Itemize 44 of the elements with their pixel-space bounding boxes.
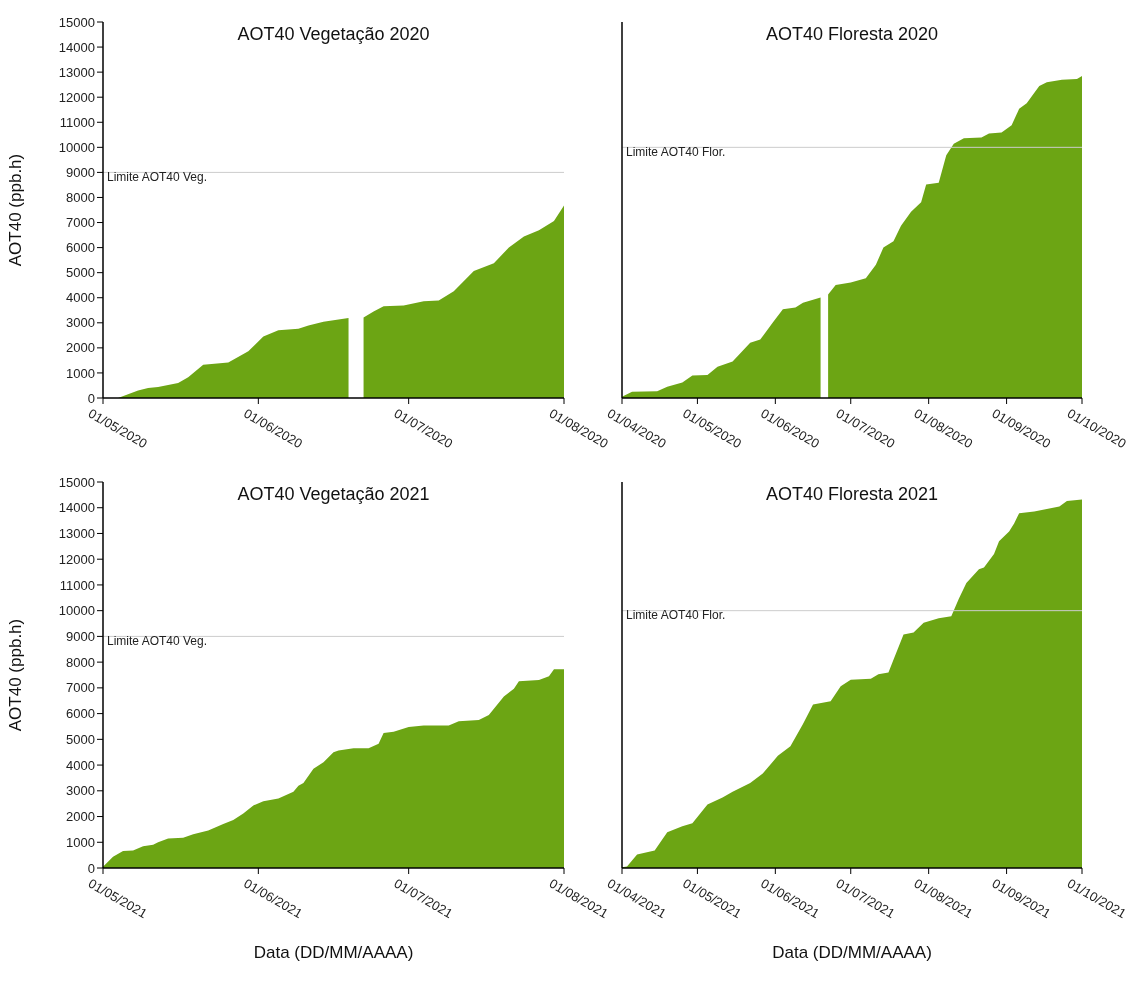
y-tick-label: 0 [87, 390, 95, 406]
y-tick-label: 2000 [66, 340, 95, 356]
y-tick-label: 14000 [58, 500, 95, 516]
y-tick-label: 12000 [58, 89, 95, 105]
y-tick-label: 6000 [66, 706, 95, 722]
chart-title: AOT40 Vegetação 2020 [236, 24, 431, 45]
ref-line-label: Limite AOT40 Flor. [626, 144, 726, 159]
y-tick-label: 11000 [59, 114, 95, 130]
ref-line-label: Limite AOT40 Veg. [107, 169, 208, 184]
chart-title: AOT40 Floresta 2020 [764, 24, 940, 45]
y-tick-label: 0 [87, 860, 95, 876]
y-tick-label: 7000 [66, 680, 95, 696]
y-tick-label: 3000 [66, 783, 95, 799]
y-tick-label: 8000 [66, 654, 95, 670]
y-tick-label: 7000 [66, 215, 95, 231]
y-tick-label: 10000 [58, 139, 95, 155]
chart-title: AOT40 Floresta 2021 [764, 484, 940, 505]
y-tick-label: 1000 [66, 834, 95, 850]
ref-line-label: Limite AOT40 Veg. [107, 633, 208, 648]
y-tick-label: 13000 [58, 526, 95, 542]
y-tick-label: 4000 [66, 757, 95, 773]
x-axis-title: Data (DD/MM/AAAA) [772, 943, 932, 962]
y-tick-label: 11000 [59, 577, 95, 593]
y-tick-label: 15000 [58, 474, 95, 490]
y-tick-label: 15000 [58, 14, 95, 30]
y-tick-label: 5000 [66, 265, 95, 281]
y-tick-label: 13000 [58, 64, 95, 80]
y-axis-title: AOT40 (ppb.h) [6, 618, 26, 732]
y-tick-label: 9000 [66, 629, 95, 645]
y-tick-label: 2000 [66, 809, 95, 825]
y-tick-label: 3000 [66, 315, 95, 331]
chart-title: AOT40 Vegetação 2021 [236, 484, 431, 505]
x-axis-title: Data (DD/MM/AAAA) [253, 943, 414, 962]
y-axis-title: AOT40 (ppb.h) [6, 153, 26, 267]
y-tick-label: 9000 [66, 165, 95, 181]
y-tick-label: 12000 [58, 551, 95, 567]
ref-line-label: Limite AOT40 Flor. [626, 608, 726, 623]
y-tick-label: 1000 [66, 365, 95, 381]
y-tick-label: 14000 [58, 39, 95, 55]
y-tick-label: 10000 [58, 603, 95, 619]
y-tick-label: 8000 [66, 190, 95, 206]
y-tick-label: 5000 [66, 731, 95, 747]
y-tick-label: 4000 [66, 290, 95, 306]
y-tick-label: 6000 [66, 240, 95, 256]
